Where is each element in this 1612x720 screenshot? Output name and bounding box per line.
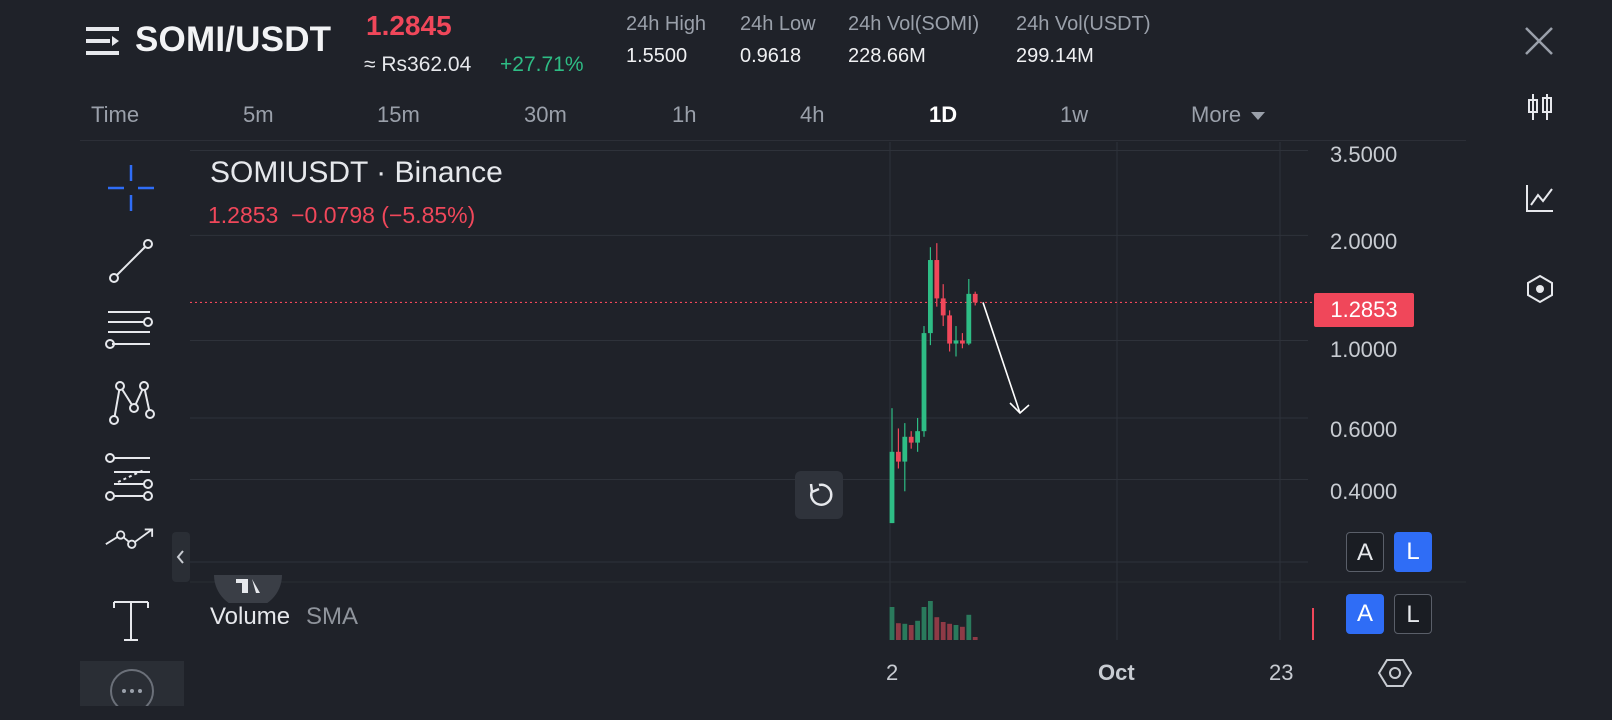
volume-bar — [896, 623, 901, 640]
refresh-icon — [809, 483, 833, 506]
stat-value-vol-base: 228.66M — [848, 45, 926, 67]
chart-settings-icon[interactable] — [1378, 658, 1412, 688]
stat-label-vol-base: 24h Vol(SOMI) — [848, 13, 980, 35]
volume-bar — [960, 626, 965, 640]
stat-label-vol-quote: 24h Vol(USDT) — [1016, 13, 1151, 35]
x-tick-label: 23 — [1269, 660, 1294, 685]
tab-1w[interactable]: 1w — [1060, 102, 1089, 127]
tab-30m[interactable]: 30m — [524, 102, 567, 127]
tab-15m[interactable]: 15m — [377, 102, 420, 127]
arrow-annotation — [982, 302, 1021, 414]
y-tick-label: 3.5000 — [1330, 142, 1398, 167]
fib-channel-icon[interactable] — [104, 452, 154, 502]
stat-value-low: 0.9618 — [740, 45, 802, 67]
log-scale-button[interactable]: L — [1394, 532, 1432, 572]
candle-body — [928, 260, 933, 334]
pattern-icon[interactable] — [106, 378, 156, 428]
timeframe-divider — [80, 140, 1466, 141]
tab-time[interactable]: Time — [91, 102, 140, 127]
tab-more-label: More — [1191, 102, 1242, 127]
candle-body — [966, 293, 972, 344]
volume-bar — [915, 620, 920, 640]
tab-1d[interactable]: 1D — [929, 102, 958, 127]
stat-value-vol-quote: 299.14M — [1016, 45, 1094, 67]
volume-bar — [908, 625, 914, 640]
chart-price-change: 1.2853 −0.0798 (−5.85%) — [208, 202, 476, 228]
stat-value-high: 1.5500 — [626, 45, 688, 67]
path-icon[interactable] — [104, 522, 154, 572]
volume-indicator-label[interactable]: Volume — [210, 603, 291, 630]
candle-body — [889, 451, 895, 524]
candle-body — [908, 436, 914, 443]
horizontal-lines-icon[interactable] — [104, 306, 154, 356]
indicators-icon[interactable] — [1525, 183, 1555, 213]
menu-icon[interactable] — [86, 24, 122, 58]
candle-body — [915, 431, 920, 443]
stat-label-low: 24h Low — [740, 13, 816, 35]
volume-auto-scale-button[interactable]: A — [1346, 594, 1384, 634]
volume-sma-label[interactable]: SMA — [306, 603, 359, 630]
volume-bar — [953, 625, 959, 640]
x-tick-label: Oct — [1098, 660, 1135, 685]
reset-chart-button[interactable] — [795, 471, 843, 519]
candle-body — [896, 451, 901, 462]
volume-bar — [934, 617, 940, 640]
fiat-price: ≈ Rs362.04 — [364, 53, 472, 76]
last-price: 1.2845 — [366, 10, 452, 41]
tradingview-logo-icon — [214, 575, 282, 603]
candle-body — [921, 333, 927, 432]
volume-bar — [940, 622, 946, 640]
volume-bar — [947, 623, 952, 640]
candle-body — [960, 340, 965, 344]
auto-scale-button[interactable]: A — [1346, 532, 1384, 572]
trend-line-icon[interactable] — [106, 236, 156, 286]
y-tick-label: 2.0000 — [1330, 229, 1398, 254]
more-tools-button[interactable] — [80, 661, 184, 713]
volume-log-scale-button[interactable]: L — [1394, 594, 1432, 634]
candle-body — [947, 315, 952, 344]
y-tick-label: 0.4000 — [1330, 479, 1398, 504]
caret-down-icon — [1251, 112, 1266, 121]
candlestick-icon[interactable] — [1525, 92, 1555, 122]
current-price-tag: 1.2853 — [1314, 293, 1414, 327]
tab-1h[interactable]: 1h — [672, 102, 697, 127]
close-icon[interactable] — [1522, 24, 1556, 58]
volume-bar — [928, 601, 933, 640]
x-tick-label: 2 — [886, 660, 899, 685]
volume-bar — [902, 623, 908, 640]
tab-4h[interactable]: 4h — [800, 102, 825, 127]
volume-bar — [889, 607, 895, 640]
candle-body — [934, 260, 940, 299]
chevron-left-icon — [176, 550, 184, 564]
y-tick-label: 0.6000 — [1330, 417, 1398, 442]
tab-more[interactable]: More — [1191, 102, 1266, 128]
pair-title[interactable]: SOMI/USDT — [135, 20, 332, 59]
candle-body — [953, 340, 959, 344]
tab-5m[interactable]: 5m — [243, 102, 274, 127]
collapse-toolbar-button[interactable] — [172, 532, 190, 582]
arrow-head — [1009, 402, 1030, 415]
candle-body — [902, 436, 908, 462]
volume-bar — [972, 637, 978, 640]
volume-bar — [966, 614, 972, 640]
change-percent: +27.71% — [500, 53, 584, 76]
y-tick-label: 1.0000 — [1330, 337, 1398, 362]
crosshair-icon[interactable] — [106, 163, 156, 213]
candle-body — [972, 293, 978, 303]
volume-bar — [921, 607, 927, 640]
text-tool-icon[interactable] — [106, 596, 156, 646]
hexagon-settings-icon[interactable] — [1525, 274, 1555, 304]
chart-symbol-title: SOMIUSDT · Binance — [210, 156, 503, 189]
candle-body — [940, 298, 946, 316]
stat-label-high: 24h High — [626, 13, 707, 35]
